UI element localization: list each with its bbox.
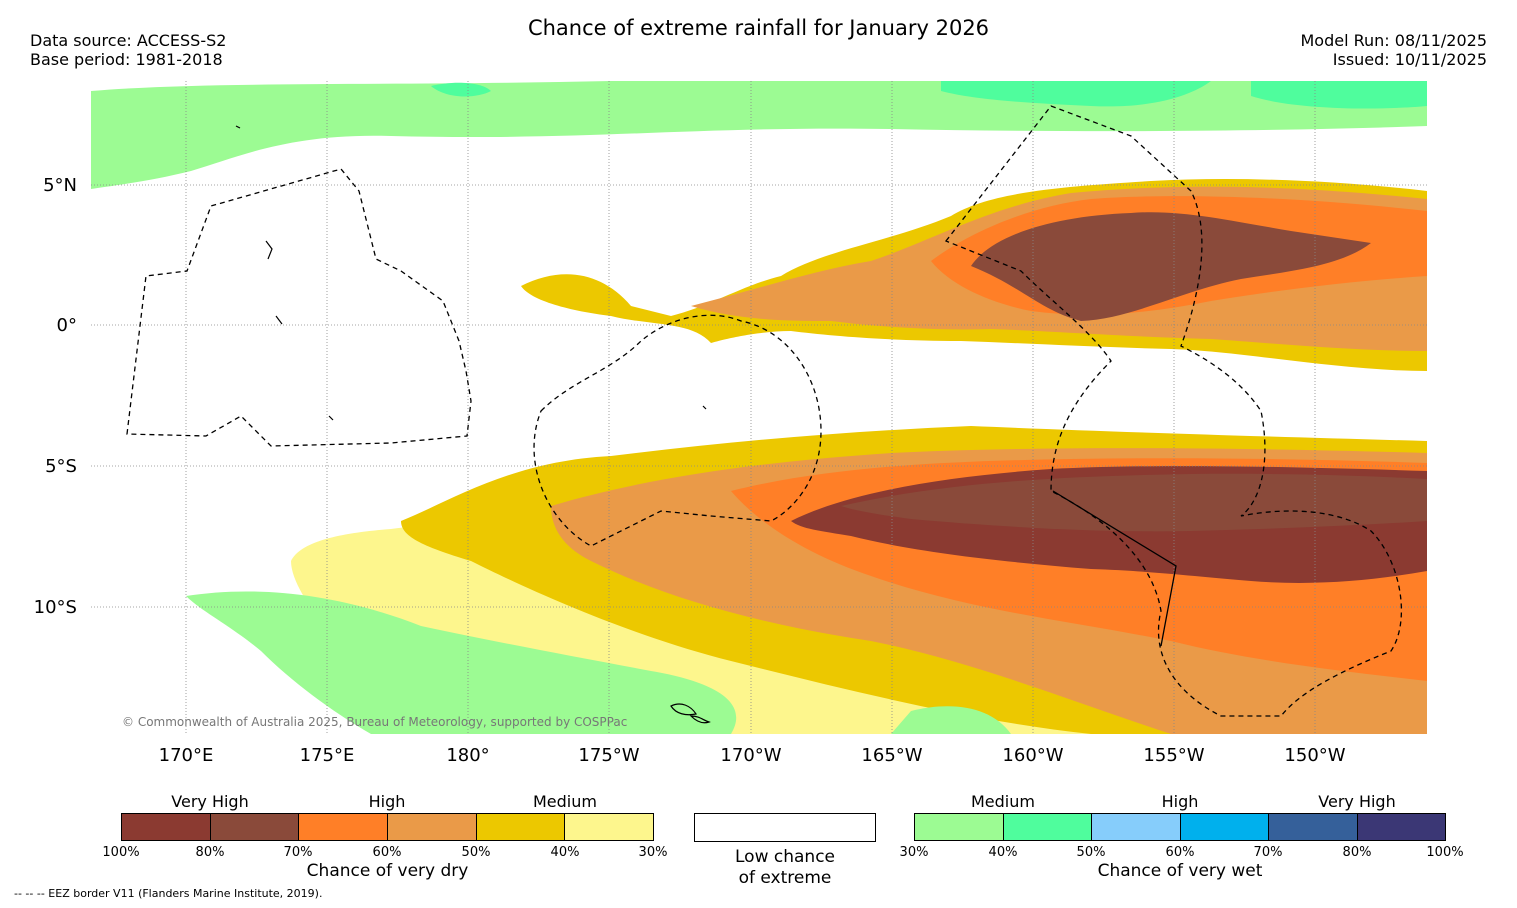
lon-label-150w: 150°W [1284,745,1346,766]
dry-tick: 60% [372,845,402,860]
dry-level-medium: Medium [533,792,597,811]
wet-swatch-3 [1092,814,1181,840]
issued-date: Issued: 10/11/2025 [1332,50,1487,69]
wet-swatch-2 [1003,814,1092,840]
graticule [91,81,1427,734]
wet-level-very-high: Very High [1318,792,1396,811]
lat-label-5n: 5°N [43,175,77,196]
low-chance-caption: Low chance of extreme [694,847,876,889]
dry-tick: 40% [550,845,580,860]
wet-colorbar [914,813,1446,841]
dry-tick: 50% [461,845,491,860]
dry-level-high: High [368,792,406,811]
dry-tick: 100% [102,845,140,860]
wet-core-north [941,81,1211,107]
lat-label-10s: 10°S [33,597,77,618]
dry-swatch-3 [299,814,389,840]
lon-label-160w: 160°W [1002,745,1064,766]
dry-swatch-1 [122,814,211,840]
map-canvas [91,81,1427,734]
copyright-credit: © Commonwealth of Australia 2025, Bureau… [122,715,628,729]
wet-patch-south-east [891,706,1011,734]
boundary-solid [1052,490,1177,647]
dry-caption: Chance of very dry [306,861,469,881]
wet-swatch-4 [1180,814,1269,840]
wet-swatch-1 [915,814,1004,840]
lon-label-170w: 170°W [720,745,782,766]
lat-label-0: 0° [56,315,77,336]
dry-band-north-core [971,212,1371,321]
low-chance-swatch [694,813,876,842]
wet-core-north-3 [431,82,491,97]
wet-tick: 50% [1076,845,1106,860]
base-period: Base period: 1981-2018 [30,50,223,69]
low-chance-line1: Low chance [735,847,835,867]
dry-swatch-2 [210,814,300,840]
eez-borders [126,105,1403,717]
wet-tick: 70% [1253,845,1283,860]
islands [235,125,711,724]
dry-tick: 30% [638,845,668,860]
wet-core-north-2 [1251,81,1427,109]
eez-footnote: -- -- -- EEZ border V11 (Flanders Marine… [14,887,323,900]
dry-tick: 80% [195,845,225,860]
lon-label-175w: 175°W [578,745,640,766]
lon-label-170e: 170°E [158,745,214,766]
wet-band-south [186,591,737,734]
wet-tick: 40% [988,845,1018,860]
wet-tick: 30% [899,845,929,860]
dry-swatch-4 [388,814,477,840]
lat-label-5s: 5°S [45,456,77,477]
wet-level-medium: Medium [971,792,1035,811]
wet-tick: 80% [1342,845,1372,860]
wet-tick: 60% [1165,845,1195,860]
dry-level-very-high: Very High [171,792,249,811]
low-chance-line2: of extreme [738,868,832,888]
wet-level-high: High [1161,792,1199,811]
wet-band-north [91,81,1427,189]
map-title: Chance of extreme rainfall for January 2… [527,16,990,40]
model-run: Model Run: 08/11/2025 [1300,31,1488,50]
wet-swatch-5 [1269,814,1358,840]
lon-label-180: 180° [446,745,490,766]
wet-caption: Chance of very wet [1097,861,1263,881]
run-info: Model Run: 08/11/2025 Issued: 10/11/2025 [1301,31,1488,69]
dry-tick: 70% [283,845,313,860]
dry-swatch-6 [565,814,654,840]
data-source: Data source: ACCESS-S2 [30,31,227,50]
lon-label-165w: 165°W [861,745,923,766]
dry-colorbar [121,813,654,841]
data-info: Data source: ACCESS-S2 Base period: 1981… [30,31,226,69]
wet-tick: 100% [1426,845,1464,860]
lon-label-175e: 175°E [299,745,355,766]
rainfall-map [91,81,1427,734]
lon-label-155w: 155°W [1143,745,1205,766]
dry-band-south-core-inner [841,473,1427,532]
wet-swatch-6 [1357,814,1445,840]
dry-swatch-5 [476,814,566,840]
